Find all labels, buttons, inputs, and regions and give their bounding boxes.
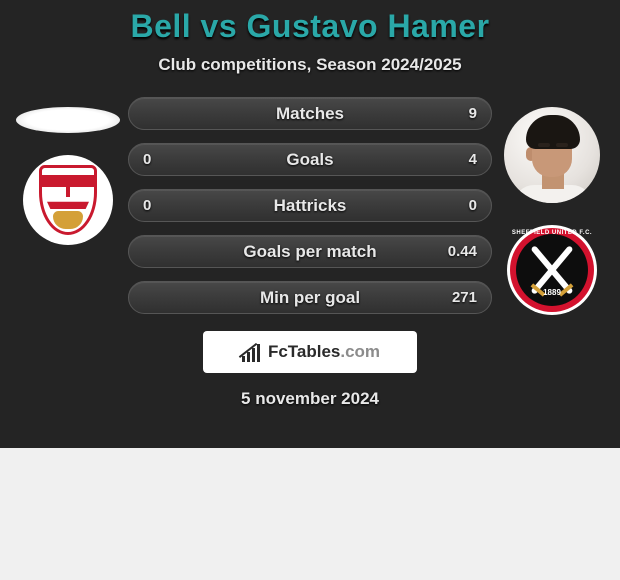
club-ring-text: SHEFFIELD UNITED F.C. [510,230,594,236]
brand-ext: .com [340,342,380,361]
stat-row: 0 Hattricks 0 [128,189,492,222]
stat-row: Goals per match 0.44 [128,235,492,268]
stat-value-right: 0.44 [448,243,477,260]
stat-label: Matches [129,104,491,124]
stat-label: Min per goal [129,288,491,308]
date-line: 5 november 2024 [0,389,620,409]
comparison-card: Bell vs Gustavo Hamer Club competitions,… [0,0,620,448]
page-title: Bell vs Gustavo Hamer [0,8,620,45]
stat-label: Goals per match [129,242,491,262]
subtitle: Club competitions, Season 2024/2025 [0,55,620,75]
stat-value-left: 0 [143,197,151,214]
player-right-avatar [504,107,600,203]
brand-chart-icon [240,342,262,362]
stat-value-right: 271 [452,289,477,306]
club-year: 1889 [516,288,588,297]
brand-text: FcTables.com [268,342,380,362]
stat-row: Min per goal 271 [128,281,492,314]
stat-label: Goals [129,150,491,170]
left-side [8,97,128,315]
player-left-avatar [16,107,120,133]
stat-value-right: 9 [469,105,477,122]
player-left-club-crest [23,155,113,245]
stat-row: Matches 9 [128,97,492,130]
stat-label: Hattricks [129,196,491,216]
stat-value-left: 0 [143,151,151,168]
player-right-club-crest: 1889 SHEFFIELD UNITED F.C. [507,225,597,315]
stat-rows: Matches 9 0 Goals 4 0 Hattricks 0 Goals … [128,97,492,315]
stat-value-right: 4 [469,151,477,168]
stat-row: 0 Goals 4 [128,143,492,176]
right-side: 1889 SHEFFIELD UNITED F.C. [492,97,612,315]
stat-value-right: 0 [469,197,477,214]
brand-name: FcTables [268,342,340,361]
columns: Matches 9 0 Goals 4 0 Hattricks 0 Goals … [0,97,620,315]
brand-badge[interactable]: FcTables.com [203,331,417,373]
